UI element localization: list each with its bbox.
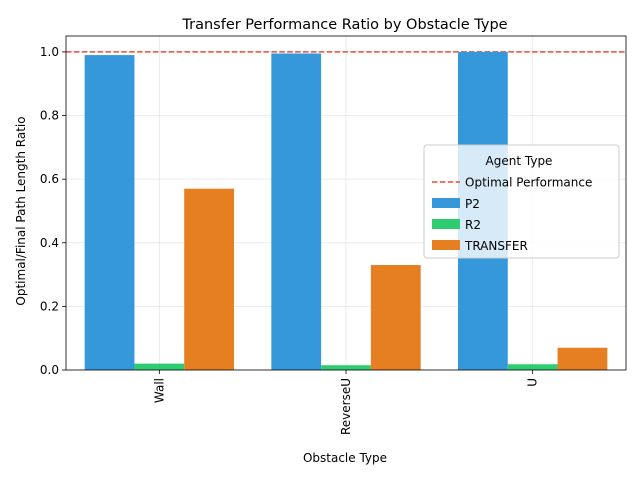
y-tick-label: 0.4 xyxy=(40,236,59,250)
y-tick-label: 0.0 xyxy=(40,363,59,377)
legend-label-optimal-performance: Optimal Performance xyxy=(465,176,592,190)
legend-swatch-p2 xyxy=(432,198,460,208)
bar-r2-wall xyxy=(134,363,185,370)
legend-label-p2: P2 xyxy=(465,197,480,211)
y-axis-label: Optimal/Final Path Length Ratio xyxy=(14,116,28,305)
bar-p2-wall xyxy=(84,55,135,370)
x-tick-label: ReverseU xyxy=(339,378,353,435)
y-tick-label: 0.6 xyxy=(40,172,59,186)
x-tick-label: U xyxy=(526,378,540,387)
bar-r2-reverseu xyxy=(321,365,371,370)
bar-transfer-reverseu xyxy=(370,265,421,370)
legend-swatch-transfer xyxy=(432,240,460,250)
chart-title: Transfer Performance Ratio by Obstacle T… xyxy=(181,17,507,33)
legend: Agent Type Optimal Performance P2 R2 TRA… xyxy=(423,144,620,259)
x-axis-label: Obstacle Type xyxy=(303,451,387,465)
legend-label-r2: R2 xyxy=(465,218,481,232)
bar-transfer-wall xyxy=(184,188,234,370)
y-ticks: 0.0 0.2 0.4 0.6 0.8 1.0 xyxy=(40,45,66,377)
y-tick-label: 0.8 xyxy=(40,109,59,123)
legend-swatch-r2 xyxy=(432,219,460,229)
bar-transfer-u xyxy=(557,347,608,370)
bars xyxy=(84,51,608,371)
legend-frame xyxy=(423,144,620,259)
x-tick-label: Wall xyxy=(152,378,166,403)
legend-label-transfer: TRANSFER xyxy=(464,239,528,253)
bar-p2-reverseu xyxy=(271,53,322,370)
y-tick-label: 1.0 xyxy=(40,45,59,59)
legend-title: Agent Type xyxy=(486,154,553,168)
x-ticks: Wall ReverseU U xyxy=(152,370,540,435)
y-tick-label: 0.2 xyxy=(40,299,59,313)
bar-r2-u xyxy=(507,364,558,370)
